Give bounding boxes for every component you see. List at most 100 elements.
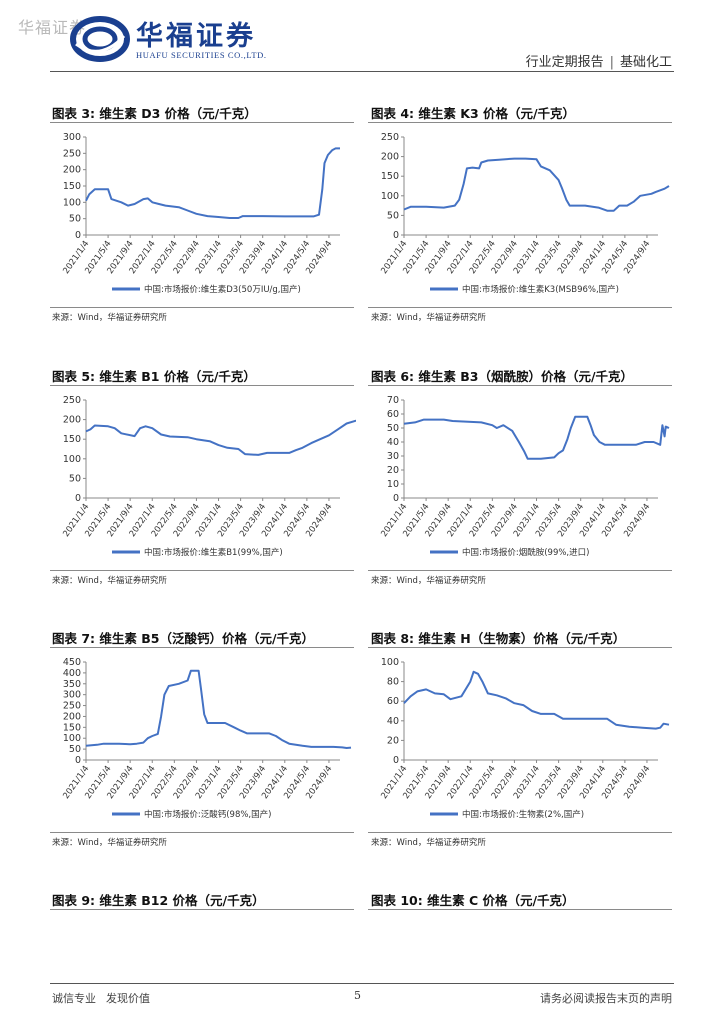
fig5-y-tick-label: 100 xyxy=(63,454,81,465)
fig7-y-tick-label: 350 xyxy=(63,679,81,690)
fig5-legend-label: 中国:市场报价:维生素B1(99%,国产) xyxy=(144,547,283,558)
logo-swirl-icon xyxy=(70,16,130,62)
fig8-y-tick-label: 40 xyxy=(387,716,399,727)
fig7-y-tick-label: 100 xyxy=(63,733,81,744)
fig5-chart: 0 50 100 150 200 250 2021/1/4 2021/5/4 2021/9/4 2… xyxy=(50,388,356,568)
fig3-y-tick-label: 100 xyxy=(63,197,81,208)
fig8-series-line xyxy=(403,670,670,730)
fig4-y-tick-label: 50 xyxy=(387,210,399,221)
fig7-bottom-rule xyxy=(50,832,354,833)
fig8-y-tick-label: 0 xyxy=(393,755,399,766)
fig6-top-rule xyxy=(368,385,672,386)
fig4-svg: 0501001502002502021/1/42021/5/42021/9/42… xyxy=(379,132,670,295)
fig3-y-tick-label: 200 xyxy=(63,165,81,176)
fig8-title: 图表 8: 维生素 H（生物素）价格（元/千克） xyxy=(371,631,626,646)
fig7-chart: 0 50 100 150 200 250 300 350 400 450 2021/1/4 2021/… xyxy=(50,650,356,830)
fig6-y-tick-label: 70 xyxy=(387,395,399,406)
company-logo: 华福证券 HUAFU SECURITIES CO.,LTD. xyxy=(70,14,370,64)
fig7-series-line xyxy=(85,669,352,749)
fig3-y-tick-label: 0 xyxy=(75,230,81,241)
report-header: 行业定期报告 | 基础化工 xyxy=(525,55,672,70)
fig7-title: 图表 7: 维生素 B5（泛酸钙）价格（元/千克） xyxy=(52,631,315,646)
fig10-title: 图表 10: 维生素 C 价格（元/千克） xyxy=(371,893,575,908)
fig3-bottom-rule xyxy=(50,307,354,308)
footer-disclaimer: 请务必阅读报告末页的声明 xyxy=(540,992,672,1005)
fig4-chart: 0 50 100 150 200 250 2021/1/4 2021/5/4 2021/9/4 2… xyxy=(368,125,674,305)
fig5-y-tick-label: 0 xyxy=(75,493,81,504)
fig5-svg: 0501001502002502021/1/42021/5/42021/9/42… xyxy=(61,395,356,558)
footer-motto: 诚信专业 发现价值 xyxy=(52,990,150,1006)
fig6-y-tick-label: 40 xyxy=(387,437,399,448)
fig8-source: 来源：Wind，华福证券研究所 xyxy=(371,838,486,848)
fig6-y-tick-label: 20 xyxy=(387,465,399,476)
fig3-source: 来源：Wind，华福证券研究所 xyxy=(52,313,167,323)
fig6-svg: 0102030405060702021/1/42021/5/42021/9/42… xyxy=(379,395,670,558)
footer-motto-1: 诚信专业 xyxy=(52,992,96,1005)
fig7-source: 来源：Wind，华福证券研究所 xyxy=(52,838,167,848)
fig3-legend-label: 中国:市场报价:维生素D3(50万IU/g,国产) xyxy=(144,284,301,295)
fig5-source: 来源：Wind，华福证券研究所 xyxy=(52,576,167,586)
fig8-legend-label: 中国:市场报价:生物素(2%,国产) xyxy=(462,809,584,820)
fig6-y-tick-label: 10 xyxy=(387,479,399,490)
fig5-series-line xyxy=(85,419,356,456)
fig8-chart: 0 20 40 60 80 100 2021/1/4 2021/5/4 2021/9/4 2022… xyxy=(368,650,674,830)
fig4-series-line xyxy=(403,157,670,212)
footer-motto-2: 发现价值 xyxy=(106,992,150,1005)
fig6-chart: 0 10 20 30 40 50 60 70 2021/1/4 2021/5/4 2021/9/4 2… xyxy=(368,388,674,568)
fig6-source: 来源：Wind，华福证券研究所 xyxy=(371,576,486,586)
report-sector: 基础化工 xyxy=(619,55,672,70)
fig4-source: 来源：Wind，华福证券研究所 xyxy=(371,313,486,323)
fig5-y-tick-label: 50 xyxy=(69,473,81,484)
fig3-top-rule xyxy=(50,122,354,123)
fig6-y-tick-label: 30 xyxy=(387,451,399,462)
report-type: 行业定期报告 xyxy=(525,55,604,70)
fig8-svg: 0204060801002021/1/42021/5/42021/9/42022… xyxy=(379,657,670,820)
fig3-y-tick-label: 300 xyxy=(63,132,81,143)
fig7-top-rule xyxy=(50,647,354,648)
fig10-top-rule xyxy=(368,909,672,910)
fig3-y-tick-label: 150 xyxy=(63,181,81,192)
logo-cn-text: 华福证券 xyxy=(136,21,256,52)
fig6-bottom-rule xyxy=(368,570,672,571)
fig5-bottom-rule xyxy=(50,570,354,571)
fig3-y-tick-label: 50 xyxy=(69,214,81,225)
fig3-title: 图表 3: 维生素 D3 价格（元/千克） xyxy=(52,106,257,121)
fig8-top-rule xyxy=(368,647,672,648)
fig7-y-tick-label: 0 xyxy=(75,755,81,766)
fig6-legend-label: 中国:市场报价:烟酰胺(99%,进口) xyxy=(462,547,589,558)
fig9-top-rule xyxy=(50,909,354,910)
fig7-y-tick-label: 400 xyxy=(63,668,81,679)
fig4-legend-label: 中国:市场报价:维生素K3(MSB96%,国产) xyxy=(462,284,619,295)
fig3-series-line xyxy=(85,147,340,219)
fig8-bottom-rule xyxy=(368,832,672,833)
fig7-y-tick-label: 250 xyxy=(63,701,81,712)
fig7-y-tick-label: 200 xyxy=(63,711,81,722)
fig8-y-tick-label: 100 xyxy=(381,657,399,668)
fig7-y-tick-label: 50 xyxy=(69,744,81,755)
watermark: 华福证券 xyxy=(18,18,87,37)
fig4-y-tick-label: 250 xyxy=(381,132,399,143)
fig5-top-rule xyxy=(50,385,354,386)
logo-en-text: HUAFU SECURITIES CO.,LTD. xyxy=(136,50,267,60)
fig6-y-tick-label: 0 xyxy=(393,493,399,504)
fig6-y-tick-label: 50 xyxy=(387,423,399,434)
fig4-title: 图表 4: 维生素 K3 价格（元/千克） xyxy=(371,106,576,121)
fig5-title: 图表 5: 维生素 B1 价格（元/千克） xyxy=(52,369,256,384)
fig4-top-rule xyxy=(368,122,672,123)
fig5-y-tick-label: 200 xyxy=(63,415,81,426)
fig7-y-tick-label: 300 xyxy=(63,690,81,701)
fig3-svg: 0501001502002503002021/1/42021/5/42021/9… xyxy=(61,132,340,295)
fig4-y-tick-label: 0 xyxy=(393,230,399,241)
page-number: 5 xyxy=(354,989,361,1002)
fig8-y-tick-label: 60 xyxy=(387,696,399,707)
fig6-y-tick-label: 60 xyxy=(387,409,399,420)
fig7-y-tick-label: 450 xyxy=(63,657,81,668)
fig8-y-tick-label: 20 xyxy=(387,735,399,746)
fig8-y-tick-label: 80 xyxy=(387,677,399,688)
fig5-y-tick-label: 150 xyxy=(63,434,81,445)
fig4-bottom-rule xyxy=(368,307,672,308)
fig4-y-tick-label: 200 xyxy=(381,152,399,163)
fig4-y-tick-label: 100 xyxy=(381,191,399,202)
fig3-chart: 0 50 100 150 200 250 300 2021/1/4 2021/5/4 2021/9… xyxy=(50,125,356,305)
fig6-series-line xyxy=(403,415,670,460)
